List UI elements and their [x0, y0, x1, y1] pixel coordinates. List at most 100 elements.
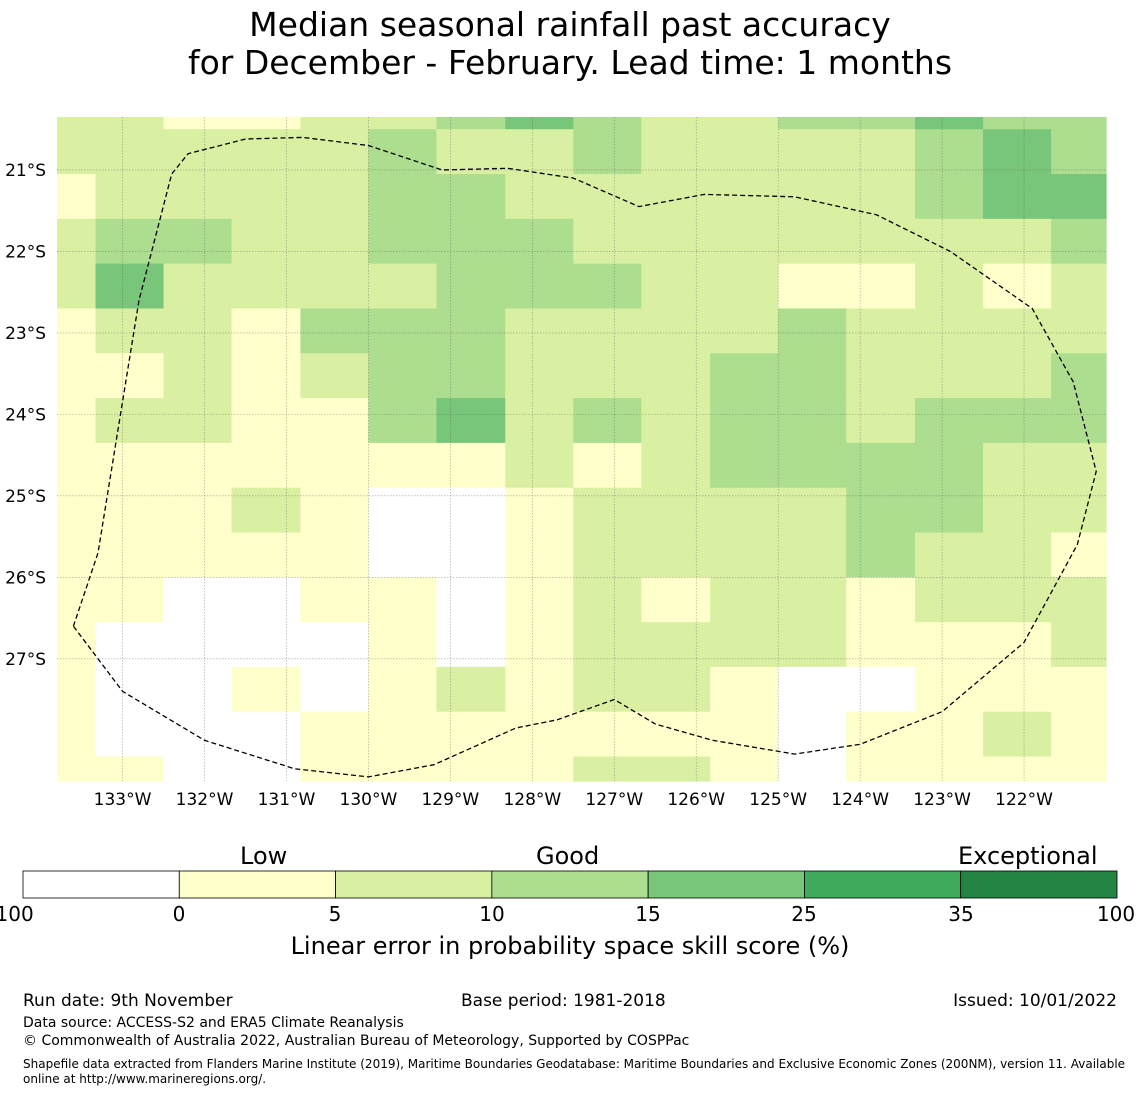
skill-cell	[710, 263, 779, 310]
skill-cell	[846, 666, 916, 713]
skill-cell	[641, 442, 711, 489]
skill-cell	[231, 577, 302, 623]
skill-cell	[231, 263, 302, 310]
latitude-label: 23°S	[5, 324, 46, 344]
skill-cell	[983, 308, 1052, 354]
skill-cell	[983, 622, 1052, 668]
skill-cell	[641, 711, 711, 758]
skill-cell	[846, 756, 916, 770]
longitude-label: 125°W	[749, 790, 807, 810]
skill-cell	[846, 218, 916, 265]
latitude-label: 24°S	[5, 405, 46, 425]
skill-cell	[300, 117, 370, 130]
skill-cell	[231, 129, 302, 175]
skill-cell	[915, 532, 984, 578]
skill-cell	[368, 308, 438, 354]
skill-cell	[778, 756, 847, 770]
skill-cell	[778, 398, 847, 444]
latitude-label: 25°S	[5, 487, 46, 507]
longitude-label: 124°W	[831, 790, 889, 810]
skill-cell	[368, 353, 438, 399]
skill-cell	[368, 768, 438, 782]
skill-cell	[710, 487, 779, 534]
skill-cell	[95, 308, 165, 354]
skill-cell	[710, 711, 779, 758]
skill-cell	[436, 622, 506, 668]
skill-cell	[57, 308, 97, 354]
skill-cell	[915, 711, 984, 758]
skill-cell	[57, 532, 97, 578]
skill-cell	[710, 442, 779, 489]
skill-cell	[710, 117, 779, 130]
skill-cell	[983, 117, 1052, 130]
skill-cell	[641, 353, 711, 399]
skill-cell	[505, 218, 574, 265]
skill-cell	[846, 577, 916, 623]
skill-cell	[983, 353, 1052, 399]
skill-cell	[505, 117, 574, 130]
skill-cell	[778, 768, 847, 782]
skill-cell	[300, 398, 370, 444]
skill-cell	[983, 129, 1052, 175]
skill-cell	[915, 353, 984, 399]
skill-cell	[163, 577, 233, 623]
skill-cell	[1051, 532, 1107, 578]
skill-cell	[710, 666, 779, 713]
skill-cell	[1051, 711, 1107, 758]
skill-cell	[573, 263, 642, 310]
skill-cell	[163, 117, 233, 130]
skill-cell	[710, 174, 779, 220]
skill-cell	[710, 768, 779, 782]
colorbar-segment	[960, 870, 1118, 899]
skill-cell	[573, 487, 642, 534]
skill-cell	[573, 577, 642, 623]
legend-exceptional-label: Exceptional	[958, 842, 1098, 870]
longitude-label: 126°W	[667, 790, 725, 810]
skill-cell	[163, 487, 233, 534]
skill-cell	[1051, 442, 1107, 489]
skill-cell	[846, 711, 916, 758]
colorbar-tick: 5	[328, 902, 342, 926]
skill-cell	[163, 666, 233, 713]
skill-cell	[163, 622, 233, 668]
skill-cell	[231, 756, 302, 770]
latitude-label: 22°S	[5, 242, 46, 262]
skill-cell	[1051, 756, 1107, 770]
skill-cell	[641, 768, 711, 782]
skill-cell	[95, 117, 165, 130]
copyright: © Commonwealth of Australia 2022, Austra…	[23, 1033, 690, 1049]
skill-cell	[1051, 768, 1107, 782]
longitude-label: 123°W	[913, 790, 971, 810]
skill-cell	[231, 711, 302, 758]
skill-cell	[915, 218, 984, 265]
skill-cell	[505, 622, 574, 668]
skill-cell	[573, 353, 642, 399]
skill-cell	[436, 117, 506, 130]
skill-cell	[505, 442, 574, 489]
skill-cell	[368, 129, 438, 175]
skill-cell	[300, 263, 370, 310]
skill-cell	[778, 353, 847, 399]
skill-cell	[163, 768, 233, 782]
longitude-label: 129°W	[421, 790, 479, 810]
skill-cell	[710, 218, 779, 265]
skill-cell	[778, 711, 847, 758]
skill-cell	[641, 218, 711, 265]
skill-cell	[57, 174, 97, 220]
skill-cell	[778, 622, 847, 668]
skill-cell	[915, 263, 984, 310]
skill-cell	[505, 666, 574, 713]
skill-cell	[368, 622, 438, 668]
skill-cell	[778, 442, 847, 489]
longitude-label: 128°W	[503, 790, 561, 810]
skill-cell	[983, 398, 1052, 444]
skill-cell	[573, 622, 642, 668]
skill-cell	[778, 577, 847, 623]
skill-cell	[436, 263, 506, 310]
chart-title: Median seasonal rainfall past accuracy f…	[0, 6, 1140, 82]
gridlines	[57, 117, 1106, 781]
skill-cell	[95, 768, 165, 782]
skill-cell	[915, 129, 984, 175]
skill-cell	[1051, 577, 1107, 623]
latitude-label: 21°S	[5, 161, 46, 181]
